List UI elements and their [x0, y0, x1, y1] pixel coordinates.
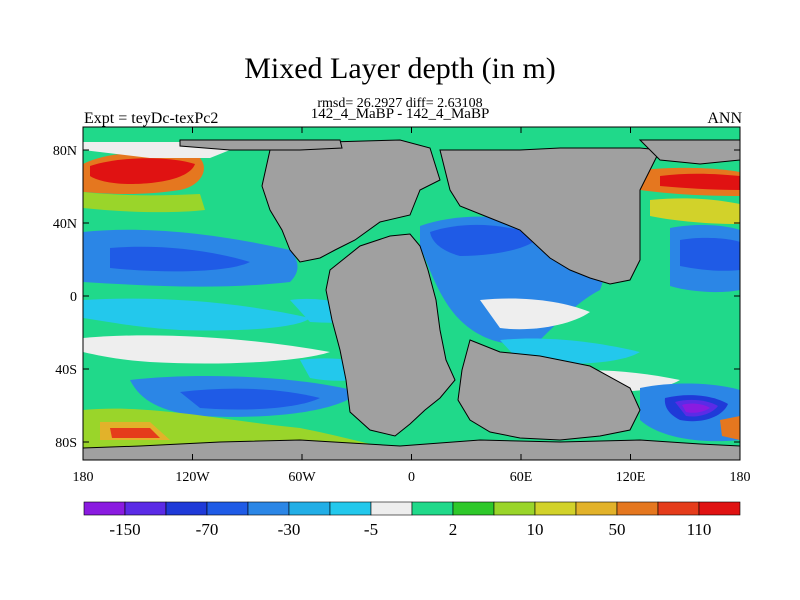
lat-tick-label: 80S — [55, 436, 77, 451]
lon-tick-label: 0 — [408, 470, 415, 485]
indo-pacific-deep — [430, 224, 540, 256]
se-violet — [682, 403, 710, 413]
colorbar-label: -5 — [364, 520, 378, 539]
colorbar-swatch — [247, 501, 290, 516]
lon-tick-label: 180 — [730, 470, 751, 485]
colorbar-swatch — [575, 501, 618, 516]
lat-tick-label: 80N — [53, 144, 77, 159]
ne-yellow — [650, 198, 740, 224]
southern-ocean-deep — [180, 388, 320, 410]
arctic-land — [179, 139, 343, 151]
se-orange — [720, 416, 740, 440]
colorbar-swatch — [616, 501, 659, 516]
colorbar-swatch — [493, 501, 536, 516]
colorbar-label: 10 — [527, 520, 544, 539]
south-red-patch — [110, 428, 160, 438]
colorbar-swatch — [452, 501, 495, 516]
colorbar-swatch — [288, 501, 331, 516]
colorbar-label: -30 — [278, 520, 301, 539]
pacific-deep-band — [110, 246, 250, 272]
period-label: ANN — [707, 110, 742, 127]
subtitle: 142_4_MaBP - 142_4_MaBP — [310, 106, 490, 122]
colorbar-swatch — [657, 501, 700, 516]
pacific-equatorial-band — [83, 298, 310, 331]
map-field — [83, 127, 740, 460]
lon-tick-label: 60W — [288, 470, 316, 485]
stats-label: rmsd= 26.2927 diff= 2.63108 — [317, 96, 483, 111]
colorbar-swatch — [698, 501, 741, 516]
colorbar-label: -150 — [109, 520, 140, 539]
colorbar-swatch — [165, 501, 208, 516]
lon-tick-label: 60E — [510, 470, 533, 485]
landmass-north-east — [439, 147, 661, 285]
lon-tick-label: 120W — [175, 470, 210, 485]
lat-tick-label: 0 — [70, 290, 77, 305]
landmass-south-east — [457, 339, 641, 441]
pacific-white-band — [83, 335, 330, 364]
ne-red — [660, 173, 740, 190]
antarctic-land — [83, 439, 740, 460]
land-masses — [83, 139, 740, 460]
lat-tick-label: 40N — [53, 217, 77, 232]
lon-tick-label: 120E — [616, 470, 646, 485]
colorbar-swatch — [534, 501, 577, 516]
lat-tick-label: 40S — [55, 363, 77, 378]
colorbar-swatch — [329, 501, 372, 516]
colorbar-label: -70 — [196, 520, 219, 539]
landmass-north-west — [261, 139, 441, 263]
lon-tick-label: 180 — [73, 470, 94, 485]
lat-axis: 80N 40N 0 40S 80S — [53, 144, 740, 451]
colorbar-label: 110 — [687, 520, 712, 539]
colorbar: -150 -70 -30 -5 2 10 50 110 — [83, 501, 741, 539]
indian-white-band — [480, 298, 590, 330]
north-pacific-yellow — [83, 192, 205, 213]
colorbar-swatch — [411, 501, 454, 516]
expt-label: Expt = teyDc-texPc2 — [84, 110, 219, 127]
colorbar-swatch — [206, 501, 249, 516]
colorbar-label: 2 — [449, 520, 458, 539]
landmass-south-west — [325, 233, 456, 437]
colorbar-swatch — [370, 501, 413, 516]
ne-arctic-land — [638, 139, 740, 165]
colorbar-swatch — [124, 501, 167, 516]
lon-axis: 180 120W 60W 0 60E 120E 180 — [73, 127, 751, 485]
north-pacific-red — [90, 158, 195, 184]
ne-deep — [680, 237, 740, 271]
colorbar-swatch — [83, 501, 126, 516]
map-title: Mixed Layer depth (in m) — [244, 52, 556, 85]
colorbar-label: 50 — [609, 520, 626, 539]
